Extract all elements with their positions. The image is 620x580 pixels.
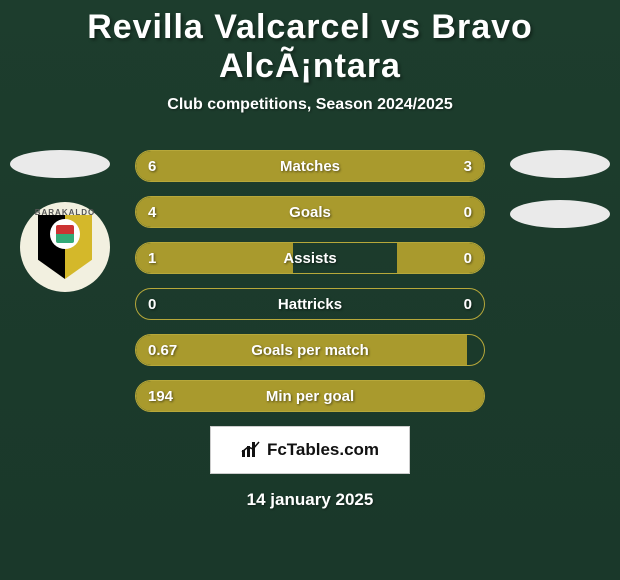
stat-label: Assists [136,243,484,273]
stat-row: 0.67Goals per match [135,334,485,366]
stat-label: Hattricks [136,289,484,319]
date-label: 14 january 2025 [0,490,620,510]
stat-label: Goals [136,197,484,227]
comparison-panel: BARAKALDO 63Matches 40Goals 10Assists 00Hat… [0,150,620,510]
stat-row: 63Matches [135,150,485,182]
stat-label: Goals per match [136,335,484,365]
chart-icon [241,440,261,461]
stat-row: 194Min per goal [135,380,485,412]
player-photo-placeholder-right-2 [510,200,610,228]
player-photo-placeholder-right-1 [510,150,610,178]
stat-row: 40Goals [135,196,485,228]
stats-bars: 63Matches 40Goals 10Assists 00Hattricks 0.67… [135,150,485,412]
stat-row: 10Assists [135,242,485,274]
stat-row: 00Hattricks [135,288,485,320]
stat-label: Matches [136,151,484,181]
page-title: Revilla Valcarcel vs Bravo AlcÃ¡ntara [0,0,620,86]
player-photo-placeholder-left [10,150,110,178]
source-badge-text: FcTables.com [267,440,379,460]
source-badge: FcTables.com [210,426,410,474]
shield-icon [38,215,92,279]
club-badge-left: BARAKALDO [20,202,110,292]
stat-label: Min per goal [136,381,484,411]
page-subtitle: Club competitions, Season 2024/2025 [0,96,620,114]
